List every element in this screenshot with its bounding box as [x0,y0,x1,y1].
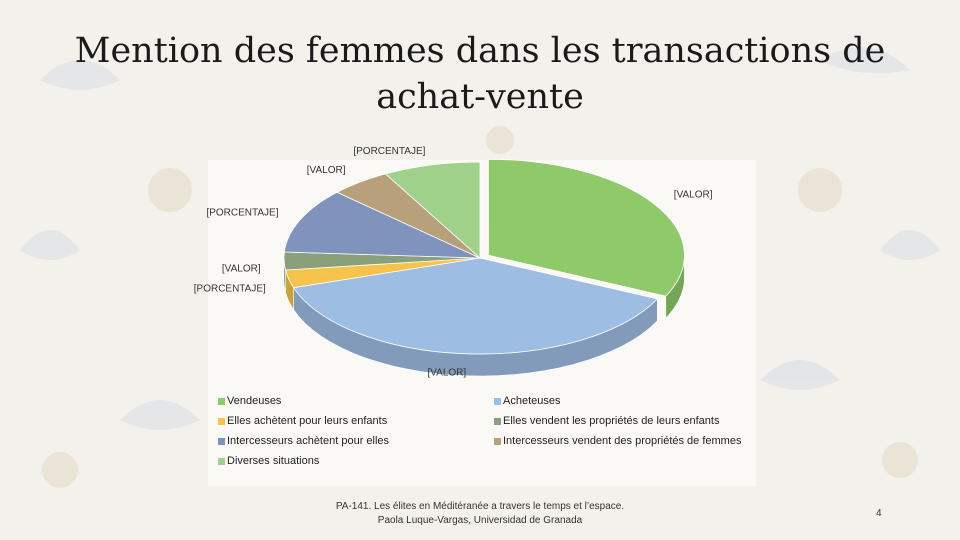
legend-label: Vendeuses [227,395,282,407]
legend-item-5: Intercesseurs achètent pour elles [218,435,389,447]
legend-swatch [494,397,501,405]
legend-swatch [218,437,225,445]
legend-label: Acheteuses [503,395,561,407]
data-label-3: [PORCENTAJE] [194,284,266,295]
data-label-7: [PORCENTAJE] [353,146,425,157]
legend-label: Elles achètent pour leurs enfants [227,415,388,427]
legend-item-6: Intercesseurs vendent des propriétés de … [494,435,741,447]
legend-label: Elles vendent les propriétés de leurs en… [503,415,720,427]
page-number: 4 [876,508,882,519]
data-label-5: [PORCENTAJE] [206,207,278,218]
legend-item-1: Vendeuses [218,395,281,407]
legend-label: Diverses situations [227,455,320,467]
legend-item-4: Elles vendent les propriétés de leurs en… [494,415,719,427]
legend-item-7: Diverses situations [218,455,319,467]
data-label-4: [VALOR] [222,263,261,274]
pie-slice-7 [384,161,481,259]
legend-label: Intercesseurs achètent pour elles [227,435,390,447]
legend-swatch [494,417,501,425]
data-label-6: [VALOR] [307,165,346,176]
slide-title: Mention des femmes dans les transactions… [74,31,886,117]
legend-swatch [494,437,501,445]
legend-item-3: Elles achètent pour leurs enfants [218,415,387,427]
legend-swatch [218,457,225,465]
pie-slice-1 [487,158,685,297]
legend-swatch [218,397,225,405]
legend-item-2: Acheteuses [494,395,560,407]
slide-footer: PA-141. Les élites en Méditéranée a trav… [335,501,625,526]
legend-label: Intercesseurs vendent des propriétés de … [503,435,742,447]
data-label-2: [VALOR] [427,367,466,378]
pie-slice-5 [283,191,481,259]
legend-swatch [218,417,225,425]
pie-slice-2 [292,257,659,355]
data-label-1: [VALOR] [674,190,713,201]
